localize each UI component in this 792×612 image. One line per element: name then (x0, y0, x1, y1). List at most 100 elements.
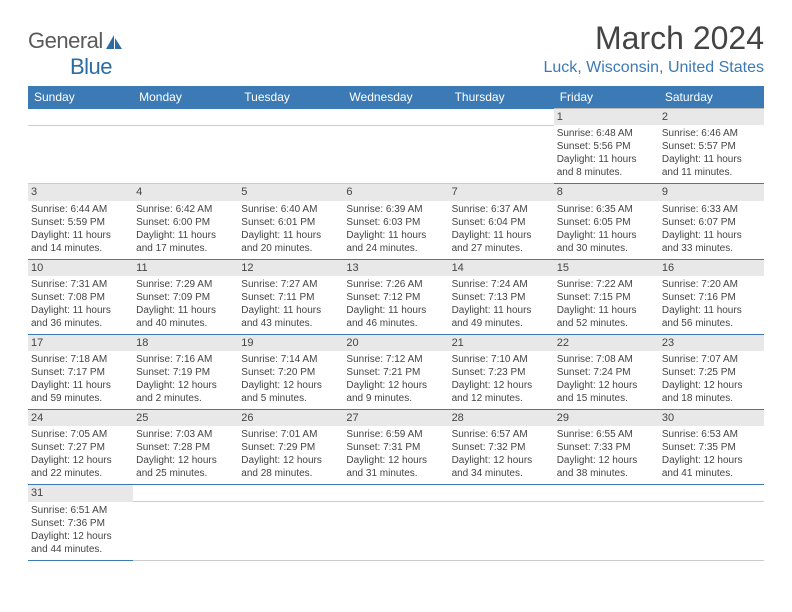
day-content-cell: Sunrise: 7:07 AMSunset: 7:25 PMDaylight:… (659, 351, 764, 410)
daylight-text: Daylight: 11 hours and 11 minutes. (662, 153, 761, 179)
day-number-cell: 15 (554, 259, 659, 276)
day-number-cell: 18 (133, 334, 238, 351)
sunrise-text: Sunrise: 7:16 AM (136, 353, 235, 366)
sunrise-text: Sunrise: 7:01 AM (241, 428, 340, 441)
daylight-text: Daylight: 12 hours and 28 minutes. (241, 454, 340, 480)
day-content-cell: Sunrise: 7:29 AMSunset: 7:09 PMDaylight:… (133, 276, 238, 335)
sunset-text: Sunset: 7:29 PM (241, 441, 340, 454)
day-content-cell: Sunrise: 7:05 AMSunset: 7:27 PMDaylight:… (28, 426, 133, 485)
day-number-cell: 16 (659, 259, 764, 276)
day-number-cell (238, 109, 343, 126)
daylight-text: Daylight: 12 hours and 34 minutes. (452, 454, 551, 480)
daylight-text: Daylight: 11 hours and 43 minutes. (241, 304, 340, 330)
day-content-cell: Sunrise: 7:18 AMSunset: 7:17 PMDaylight:… (28, 351, 133, 410)
weekday-header: Monday (133, 86, 238, 109)
sunset-text: Sunset: 7:08 PM (31, 291, 130, 304)
day-number-cell (343, 485, 448, 502)
sunset-text: Sunset: 7:24 PM (557, 366, 656, 379)
day-number-cell (343, 109, 448, 126)
day-number-cell: 11 (133, 259, 238, 276)
sunset-text: Sunset: 6:03 PM (346, 216, 445, 229)
sunrise-text: Sunrise: 6:46 AM (662, 127, 761, 140)
sunset-text: Sunset: 7:28 PM (136, 441, 235, 454)
sunset-text: Sunset: 7:31 PM (346, 441, 445, 454)
sunrise-text: Sunrise: 6:37 AM (452, 203, 551, 216)
day-number-cell: 24 (28, 410, 133, 427)
daylight-text: Daylight: 12 hours and 15 minutes. (557, 379, 656, 405)
day-number-cell: 6 (343, 184, 448, 201)
daylight-text: Daylight: 12 hours and 9 minutes. (346, 379, 445, 405)
day-content-cell: Sunrise: 6:37 AMSunset: 6:04 PMDaylight:… (449, 201, 554, 260)
daylight-text: Daylight: 11 hours and 59 minutes. (31, 379, 130, 405)
day-number-cell: 7 (449, 184, 554, 201)
day-number-cell (659, 485, 764, 502)
day-number-cell (554, 485, 659, 502)
day-content-cell: Sunrise: 6:55 AMSunset: 7:33 PMDaylight:… (554, 426, 659, 485)
day-content-cell: Sunrise: 6:59 AMSunset: 7:31 PMDaylight:… (343, 426, 448, 485)
day-content-cell: Sunrise: 7:03 AMSunset: 7:28 PMDaylight:… (133, 426, 238, 485)
day-number-cell: 22 (554, 334, 659, 351)
day-number-cell (28, 109, 133, 126)
day-content-cell (133, 502, 238, 561)
sail-icon (105, 34, 123, 50)
day-content-cell: Sunrise: 7:24 AMSunset: 7:13 PMDaylight:… (449, 276, 554, 335)
sunrise-text: Sunrise: 7:07 AM (662, 353, 761, 366)
day-content-cell (133, 125, 238, 184)
day-content-cell (238, 125, 343, 184)
calendar-table: SundayMondayTuesdayWednesdayThursdayFrid… (28, 86, 764, 561)
day-number-cell: 25 (133, 410, 238, 427)
daylight-text: Daylight: 12 hours and 12 minutes. (452, 379, 551, 405)
day-content-cell: Sunrise: 7:26 AMSunset: 7:12 PMDaylight:… (343, 276, 448, 335)
day-content-cell: Sunrise: 6:48 AMSunset: 5:56 PMDaylight:… (554, 125, 659, 184)
location: Luck, Wisconsin, United States (543, 59, 764, 77)
day-number-cell: 20 (343, 334, 448, 351)
sunrise-text: Sunrise: 7:24 AM (452, 278, 551, 291)
weekday-header: Wednesday (343, 86, 448, 109)
day-number-cell: 8 (554, 184, 659, 201)
sunrise-text: Sunrise: 7:03 AM (136, 428, 235, 441)
sunset-text: Sunset: 7:36 PM (31, 517, 130, 530)
sunset-text: Sunset: 7:21 PM (346, 366, 445, 379)
sunrise-text: Sunrise: 7:14 AM (241, 353, 340, 366)
sunrise-text: Sunrise: 6:55 AM (557, 428, 656, 441)
sunset-text: Sunset: 7:15 PM (557, 291, 656, 304)
sunset-text: Sunset: 6:01 PM (241, 216, 340, 229)
sunset-text: Sunset: 7:12 PM (346, 291, 445, 304)
daylight-text: Daylight: 12 hours and 2 minutes. (136, 379, 235, 405)
day-content-cell: Sunrise: 6:53 AMSunset: 7:35 PMDaylight:… (659, 426, 764, 485)
daylight-text: Daylight: 11 hours and 30 minutes. (557, 229, 656, 255)
sunrise-text: Sunrise: 6:48 AM (557, 127, 656, 140)
sunrise-text: Sunrise: 7:12 AM (346, 353, 445, 366)
calendar-header: SundayMondayTuesdayWednesdayThursdayFrid… (28, 86, 764, 109)
sunrise-text: Sunrise: 7:18 AM (31, 353, 130, 366)
sunrise-text: Sunrise: 6:51 AM (31, 504, 130, 517)
sunset-text: Sunset: 5:59 PM (31, 216, 130, 229)
daylight-text: Daylight: 11 hours and 17 minutes. (136, 229, 235, 255)
day-content-cell: Sunrise: 7:22 AMSunset: 7:15 PMDaylight:… (554, 276, 659, 335)
sunset-text: Sunset: 6:00 PM (136, 216, 235, 229)
logo-text-general: General (28, 28, 103, 53)
day-number-cell: 17 (28, 334, 133, 351)
daylight-text: Daylight: 12 hours and 38 minutes. (557, 454, 656, 480)
day-number-cell: 29 (554, 410, 659, 427)
day-number-cell (238, 485, 343, 502)
day-content-cell: Sunrise: 6:39 AMSunset: 6:03 PMDaylight:… (343, 201, 448, 260)
sunset-text: Sunset: 7:09 PM (136, 291, 235, 304)
day-content-cell (449, 125, 554, 184)
sunset-text: Sunset: 7:33 PM (557, 441, 656, 454)
day-number-cell: 3 (28, 184, 133, 201)
day-content-cell: Sunrise: 6:40 AMSunset: 6:01 PMDaylight:… (238, 201, 343, 260)
day-number-cell: 31 (28, 485, 133, 502)
day-number-cell (133, 485, 238, 502)
day-number-cell: 21 (449, 334, 554, 351)
sunrise-text: Sunrise: 7:22 AM (557, 278, 656, 291)
title-block: March 2024 Luck, Wisconsin, United State… (543, 20, 764, 77)
sunrise-text: Sunrise: 6:59 AM (346, 428, 445, 441)
sunset-text: Sunset: 7:13 PM (452, 291, 551, 304)
day-number-cell (449, 109, 554, 126)
header: GeneralBlue March 2024 Luck, Wisconsin, … (28, 20, 764, 80)
weekday-header: Thursday (449, 86, 554, 109)
month-title: March 2024 (543, 20, 764, 57)
day-number-cell: 1 (554, 109, 659, 126)
day-content-cell (554, 502, 659, 561)
